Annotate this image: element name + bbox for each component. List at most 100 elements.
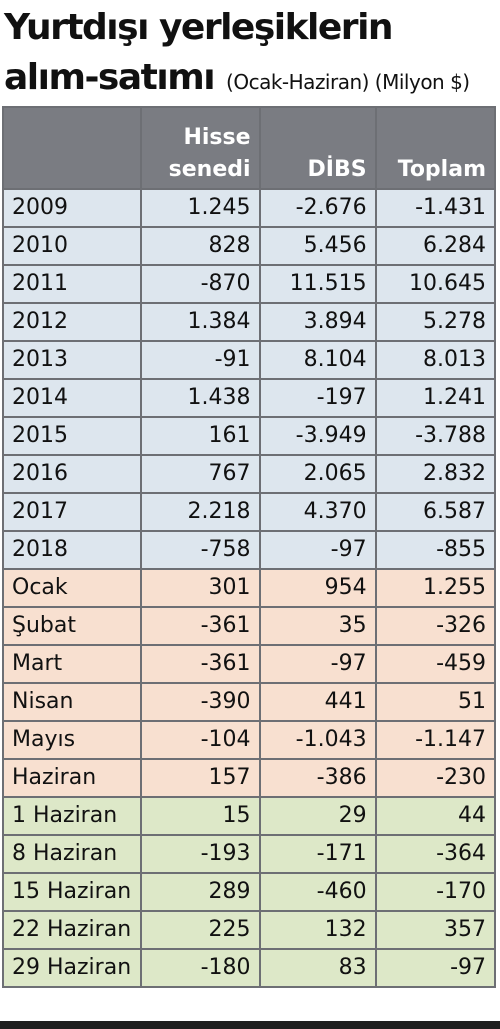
row-label: 22 Haziran [1, 910, 143, 950]
cell-hisse: -180 [140, 948, 261, 988]
header-cell-dibs: DİBS [258, 106, 377, 190]
row-label: 1 Haziran [1, 796, 143, 836]
cell-hisse: -104 [140, 720, 261, 760]
cell-dibs: -97 [258, 530, 377, 570]
cell-hisse: 289 [140, 872, 261, 912]
cell-dibs: 83 [258, 948, 377, 988]
table-row: Şubat -361 35 -326 [1, 606, 497, 646]
cell-toplam: 6.284 [374, 226, 497, 266]
table-row: Mart -361 -97 -459 [1, 644, 497, 684]
cell-dibs: 954 [258, 568, 377, 608]
cell-toplam: 357 [374, 910, 497, 950]
cell-dibs: -97 [258, 644, 377, 684]
table-row: 29 Haziran -180 83 -97 [1, 948, 497, 988]
cell-dibs: 35 [258, 606, 377, 646]
cell-toplam: 44 [374, 796, 497, 836]
cell-hisse: -193 [140, 834, 261, 874]
cell-dibs: 8.104 [258, 340, 377, 380]
cell-toplam: 10.645 [374, 264, 497, 304]
chart-title: Yurtdışı yerleşiklerin [4, 7, 394, 48]
table-row: Mayıs -104 -1.043 -1.147 [1, 720, 497, 760]
cell-toplam: -855 [374, 530, 497, 570]
cell-toplam: 1.241 [374, 378, 497, 418]
cell-toplam: 8.013 [374, 340, 497, 380]
cell-hisse: 2.218 [140, 492, 261, 532]
cell-dibs: -460 [258, 872, 377, 912]
cell-hisse: 157 [140, 758, 261, 798]
cell-hisse: 1.384 [140, 302, 261, 342]
cell-hisse: 225 [140, 910, 261, 950]
chart-title-line2: alım-satımı [4, 57, 216, 98]
row-label: Nisan [1, 682, 143, 722]
row-label: Mart [1, 644, 143, 684]
table-row: 15 Haziran 289 -460 -170 [1, 872, 497, 912]
cell-toplam: 2.832 [374, 454, 497, 494]
table-row: 2017 2.218 4.370 6.587 [1, 492, 497, 532]
row-label: Haziran [1, 758, 143, 798]
cell-toplam: -3.788 [374, 416, 497, 456]
table-row: 2009 1.245 -2.676 -1.431 [1, 188, 497, 228]
cell-dibs: 11.515 [258, 264, 377, 304]
cell-hisse: 15 [140, 796, 261, 836]
row-label: 2010 [1, 226, 143, 266]
header-row: Hisse senedi DİBS Toplam [1, 106, 497, 190]
cell-hisse: 301 [140, 568, 261, 608]
cell-toplam: 1.255 [374, 568, 497, 608]
cell-dibs: -386 [258, 758, 377, 798]
cell-hisse: 1.245 [140, 188, 261, 228]
row-label: 2012 [1, 302, 143, 342]
cell-dibs: 3.894 [258, 302, 377, 342]
cell-dibs: 29 [258, 796, 377, 836]
table-row: 2013 -91 8.104 8.013 [1, 340, 497, 380]
row-label: 2017 [1, 492, 143, 532]
table-row: 1 Haziran 15 29 44 [1, 796, 497, 836]
cell-toplam: -459 [374, 644, 497, 684]
row-label: 2013 [1, 340, 143, 380]
row-label: 2014 [1, 378, 143, 418]
cell-hisse: -390 [140, 682, 261, 722]
row-label: Mayıs [1, 720, 143, 760]
row-label: 8 Haziran [1, 834, 143, 874]
table-row: 2015 161 -3.949 -3.788 [1, 416, 497, 456]
cell-toplam: -170 [374, 872, 497, 912]
row-label: 2009 [1, 188, 143, 228]
table-row: 2018 -758 -97 -855 [1, 530, 497, 570]
table-row: 8 Haziran -193 -171 -364 [1, 834, 497, 874]
chart-subtitle: (Ocak-Haziran) (Milyon $) [226, 70, 470, 94]
cell-dibs: -2.676 [258, 188, 377, 228]
cell-dibs: 441 [258, 682, 377, 722]
data-table: Hisse senedi DİBS Toplam 2009 1.245 -2.676… [1, 106, 497, 988]
table-row: Ocak 301 954 1.255 [1, 568, 497, 608]
cell-toplam: 6.587 [374, 492, 497, 532]
cell-dibs: 2.065 [258, 454, 377, 494]
cell-dibs: -1.043 [258, 720, 377, 760]
table-row: 2012 1.384 3.894 5.278 [1, 302, 497, 342]
cell-dibs: -197 [258, 378, 377, 418]
cell-toplam: 5.278 [374, 302, 497, 342]
table-row: Nisan -390 441 51 [1, 682, 497, 722]
header-cell-label [1, 106, 143, 190]
cell-dibs: -3.949 [258, 416, 377, 456]
table-row: 2010 828 5.456 6.284 [1, 226, 497, 266]
cell-toplam: -97 [374, 948, 497, 988]
cell-dibs: -171 [258, 834, 377, 874]
cell-hisse: -361 [140, 644, 261, 684]
header-cell-toplam: Toplam [374, 106, 497, 190]
cell-hisse: 1.438 [140, 378, 261, 418]
cell-toplam: -1.431 [374, 188, 497, 228]
cell-toplam: 51 [374, 682, 497, 722]
cell-hisse: -361 [140, 606, 261, 646]
table-body: 2009 1.245 -2.676 -1.431 2010 828 5.456 6.284 20… [1, 188, 497, 988]
header-cell-hisse: Hisse senedi [140, 106, 261, 190]
row-label: 2016 [1, 454, 143, 494]
row-label: Ocak [1, 568, 143, 608]
cell-toplam: -326 [374, 606, 497, 646]
row-label: 2011 [1, 264, 143, 304]
table-row: Haziran 157 -386 -230 [1, 758, 497, 798]
cell-hisse: 767 [140, 454, 261, 494]
cell-hisse: -758 [140, 530, 261, 570]
cell-hisse: -870 [140, 264, 261, 304]
cell-toplam: -1.147 [374, 720, 497, 760]
table-row: 2014 1.438 -197 1.241 [1, 378, 497, 418]
bottom-rule [0, 1021, 500, 1029]
